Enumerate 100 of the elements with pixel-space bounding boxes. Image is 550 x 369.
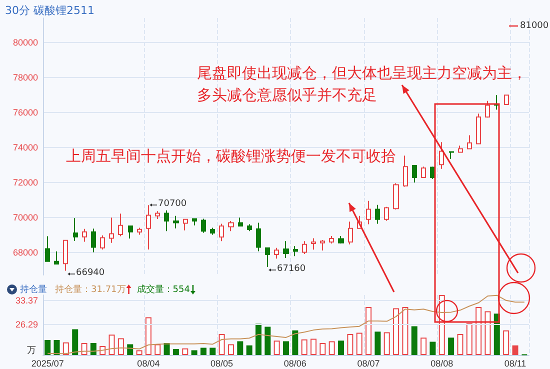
- candlestick: [348, 221, 353, 245]
- candlestick: [183, 218, 188, 231]
- bar: [145, 317, 152, 355]
- candlestick: [137, 227, 142, 236]
- bar: [274, 340, 280, 355]
- annotation: 尾盘即使出现减仓，但大体也呈现主力空减为主，: [197, 64, 527, 83]
- candlestick: [128, 226, 133, 239]
- candlestick: [302, 240, 307, 255]
- bar: [503, 330, 510, 355]
- candlestick: [384, 206, 389, 222]
- candlestick: [238, 217, 243, 227]
- bar: [228, 344, 234, 355]
- x-tick-label: 08/04: [137, 358, 160, 368]
- annotation: 上周五早间十点开始，碳酸锂涨势便一发不可收拾: [66, 147, 396, 166]
- candlestick: [375, 204, 380, 224]
- bar: [108, 334, 115, 355]
- bar: [283, 341, 289, 355]
- candlestick: [430, 166, 435, 180]
- candlestick: [504, 94, 509, 106]
- candlestick: [449, 151, 454, 160]
- bar: [81, 343, 88, 355]
- x-tick-label: 2025/07: [31, 358, 64, 368]
- x-tick-label: 08/05: [210, 358, 234, 368]
- y-tick-label: 68000: [12, 247, 38, 258]
- candlestick: [256, 222, 261, 252]
- candlestick: [393, 182, 399, 210]
- annotation: 66940: [76, 268, 105, 278]
- candlestick: [247, 224, 252, 232]
- annotation: 持仓量：31.71万: [55, 284, 126, 296]
- y-tick-label: 76000: [12, 107, 38, 118]
- candlestick: [155, 210, 160, 220]
- candlestick: [91, 228, 96, 253]
- bar: [466, 323, 472, 355]
- y-tick-label: 78000: [12, 72, 38, 82]
- candlestick: [173, 215, 179, 229]
- bar: [457, 334, 464, 355]
- candlestick: [109, 217, 114, 244]
- bar: [255, 324, 262, 355]
- y-tick-label: 74000: [12, 142, 38, 152]
- bar: [44, 340, 51, 355]
- annotation: 67160: [277, 264, 306, 274]
- bar: [411, 326, 418, 355]
- annotation: 70700: [158, 199, 187, 209]
- candlestick: [283, 240, 289, 259]
- annotation: 成交量：554: [136, 284, 190, 296]
- bar: [301, 339, 308, 355]
- candlestick: [118, 213, 123, 237]
- bar: [72, 329, 78, 355]
- candlestick: [338, 236, 344, 244]
- bar: [320, 343, 326, 355]
- bar: [62, 342, 69, 355]
- candlestick: [403, 155, 408, 188]
- candlestick: [146, 204, 151, 250]
- bar: [328, 341, 335, 355]
- candlestick: [476, 113, 481, 144]
- chart-title: 30分 碳酸锂2511: [5, 3, 94, 18]
- candlestick: [45, 236, 50, 262]
- candlestick: [219, 223, 224, 242]
- candlestick: [192, 218, 197, 226]
- bar: [54, 340, 60, 355]
- annotation: 81000: [520, 21, 549, 31]
- bar: [347, 334, 354, 355]
- text: 持仓量: [20, 284, 47, 296]
- candlestick: [467, 134, 472, 150]
- y-tick-label: 72000: [12, 177, 38, 188]
- bar: [310, 338, 317, 355]
- candlestick: [485, 100, 490, 118]
- bar: [420, 338, 427, 355]
- bar: [218, 334, 225, 355]
- bar: [200, 348, 206, 355]
- bar: [237, 341, 244, 355]
- candlestick: [311, 238, 316, 250]
- x-tick-label: 08/11: [504, 358, 526, 368]
- candlestick: [293, 246, 298, 257]
- bar: [476, 307, 482, 355]
- bar: [182, 348, 188, 355]
- candlestick: [329, 236, 334, 244]
- candlestick: [366, 200, 371, 225]
- x-tick-label: 08/06: [284, 358, 306, 368]
- annotation: 多头减仓意愿似乎并不充足: [197, 86, 377, 105]
- bar: [356, 332, 362, 355]
- bar: [292, 330, 298, 355]
- candlestick: [439, 142, 444, 170]
- candlestick: [201, 218, 206, 234]
- candlestick: [320, 240, 325, 252]
- candlestick: [412, 165, 417, 184]
- bar: [374, 332, 381, 355]
- candlestick: [54, 250, 59, 266]
- bar: [366, 307, 372, 355]
- bar: [512, 345, 518, 355]
- bar: [118, 338, 124, 355]
- y-axis-title: 万: [27, 345, 36, 357]
- candlestick: [73, 218, 78, 242]
- y-tick-label: 26.29: [15, 319, 38, 330]
- bar: [90, 343, 96, 355]
- candlestick: [458, 145, 463, 153]
- bar: [191, 350, 198, 355]
- candlestick: [164, 210, 169, 232]
- candlestick: [63, 240, 68, 272]
- bar: [164, 343, 170, 355]
